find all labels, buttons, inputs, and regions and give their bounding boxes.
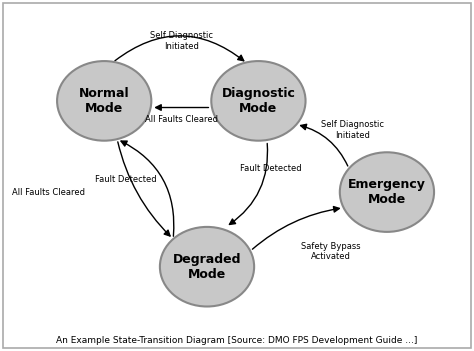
Text: All Faults Cleared: All Faults Cleared bbox=[12, 187, 85, 197]
Ellipse shape bbox=[57, 61, 151, 141]
Text: Degraded
Mode: Degraded Mode bbox=[173, 253, 241, 281]
Ellipse shape bbox=[211, 61, 306, 141]
FancyArrowPatch shape bbox=[253, 206, 339, 249]
Text: Self Diagnostic
Initiated: Self Diagnostic Initiated bbox=[321, 120, 384, 140]
Text: Fault Detected: Fault Detected bbox=[95, 175, 156, 184]
Text: Diagnostic
Mode: Diagnostic Mode bbox=[221, 87, 295, 115]
Ellipse shape bbox=[340, 152, 434, 232]
Text: Fault Detected: Fault Detected bbox=[240, 164, 302, 173]
FancyArrowPatch shape bbox=[121, 141, 174, 236]
Ellipse shape bbox=[160, 227, 254, 306]
Text: Emergency
Mode: Emergency Mode bbox=[348, 178, 426, 206]
Text: Safety Bypass
Activated: Safety Bypass Activated bbox=[301, 242, 361, 261]
Text: An Example State-Transition Diagram [Source: DMO FPS Development Guide ...]: An Example State-Transition Diagram [Sou… bbox=[56, 336, 418, 345]
FancyArrowPatch shape bbox=[301, 124, 348, 166]
FancyArrowPatch shape bbox=[229, 144, 267, 224]
Text: All Faults Cleared: All Faults Cleared bbox=[145, 115, 218, 124]
FancyArrowPatch shape bbox=[155, 105, 209, 110]
Text: Normal
Mode: Normal Mode bbox=[79, 87, 129, 115]
FancyArrowPatch shape bbox=[115, 36, 244, 61]
FancyArrowPatch shape bbox=[118, 142, 170, 236]
Text: Self Diagnostic
Initiated: Self Diagnostic Initiated bbox=[150, 32, 213, 51]
